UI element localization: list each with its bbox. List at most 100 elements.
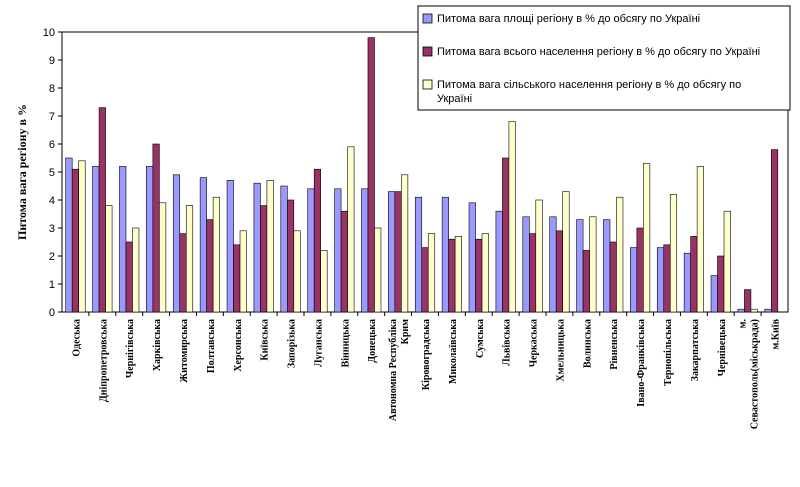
bar bbox=[522, 216, 530, 313]
bar bbox=[125, 241, 133, 313]
x-tick-label: Житомирська bbox=[179, 319, 190, 383]
x-tick-label: Одеська bbox=[71, 319, 82, 357]
bar bbox=[361, 188, 369, 313]
legend-swatch bbox=[422, 46, 433, 57]
bar bbox=[656, 247, 665, 313]
x-tick-label: Автономна Республіка bbox=[388, 319, 399, 421]
bar bbox=[535, 199, 543, 313]
bar bbox=[119, 166, 127, 313]
x-tick-label: м.Київ bbox=[771, 318, 782, 349]
bar bbox=[643, 163, 651, 313]
bar bbox=[367, 37, 375, 313]
bar bbox=[132, 227, 140, 313]
legend-box bbox=[417, 5, 791, 111]
bar bbox=[495, 210, 503, 313]
bar bbox=[414, 196, 423, 313]
legend-entry: Питома вага всього населення регіону в %… bbox=[437, 46, 760, 58]
x-tick-label: Чернігівська bbox=[125, 319, 136, 378]
bar bbox=[669, 194, 678, 313]
bar bbox=[737, 308, 745, 313]
bar bbox=[562, 191, 570, 313]
bar bbox=[771, 149, 779, 313]
legend-swatch bbox=[422, 79, 433, 90]
bar bbox=[603, 219, 611, 313]
bar bbox=[146, 166, 154, 313]
x-tick-label: Херсонська bbox=[233, 319, 244, 372]
bar bbox=[717, 255, 725, 313]
bar bbox=[179, 233, 187, 313]
y-tick-label: 0 bbox=[49, 307, 55, 319]
bar bbox=[293, 230, 301, 313]
y-tick-label: 1 bbox=[49, 279, 55, 291]
bar bbox=[750, 308, 758, 313]
x-tick-label: Сумська bbox=[475, 319, 486, 358]
bar bbox=[260, 205, 268, 313]
bar bbox=[159, 202, 167, 313]
bar bbox=[454, 236, 462, 313]
bar bbox=[696, 166, 704, 313]
bar bbox=[630, 247, 638, 313]
bar bbox=[206, 219, 214, 313]
x-tick-label: Кіровоградська bbox=[421, 319, 432, 390]
bar bbox=[388, 191, 396, 313]
y-tick-label: 3 bbox=[49, 223, 55, 235]
bar bbox=[98, 107, 106, 313]
x-tick-label: Донецька bbox=[367, 319, 378, 363]
x-tick-label: Хмельницька bbox=[555, 319, 566, 382]
bar bbox=[374, 227, 382, 313]
bar bbox=[212, 196, 220, 313]
x-tick-label: Запорізька bbox=[287, 319, 298, 368]
bar bbox=[65, 157, 73, 313]
bar bbox=[723, 210, 731, 313]
bar bbox=[508, 121, 516, 313]
bar bbox=[266, 180, 274, 313]
bar bbox=[502, 157, 510, 313]
bar bbox=[710, 275, 718, 313]
x-tick-label: Полтавська bbox=[206, 319, 217, 373]
bar bbox=[441, 196, 449, 313]
y-tick-label: 6 bbox=[49, 139, 55, 151]
bar bbox=[609, 241, 617, 313]
bar bbox=[71, 168, 79, 313]
bar bbox=[152, 143, 160, 313]
bar bbox=[427, 233, 436, 313]
bar bbox=[529, 233, 537, 313]
bar bbox=[401, 174, 409, 313]
bar bbox=[313, 168, 321, 313]
bar bbox=[475, 238, 483, 313]
y-tick-label: 8 bbox=[49, 83, 55, 95]
x-tick-label: Вінницька bbox=[340, 319, 351, 367]
bar bbox=[589, 216, 597, 313]
bar bbox=[394, 191, 402, 313]
bar bbox=[253, 182, 261, 313]
bar bbox=[448, 238, 456, 313]
bar bbox=[549, 216, 557, 313]
y-tick-label: 9 bbox=[49, 55, 55, 67]
bar bbox=[576, 219, 584, 313]
bar bbox=[172, 174, 181, 313]
bar bbox=[347, 146, 355, 313]
legend-swatch bbox=[422, 13, 433, 24]
bar bbox=[690, 236, 698, 313]
bar bbox=[105, 205, 113, 313]
bar bbox=[663, 244, 671, 313]
bar bbox=[683, 252, 691, 313]
legend: Питома вага площі регіону в % до обсягу … bbox=[417, 5, 791, 111]
bar bbox=[555, 230, 563, 313]
y-axis-label: Питома вага регіону в % bbox=[15, 104, 29, 240]
x-tick-label: Закарпатська bbox=[690, 319, 701, 381]
bar bbox=[582, 250, 590, 313]
bar bbox=[468, 202, 476, 313]
x-tick-label: Дніпропетровська bbox=[98, 319, 109, 402]
bar bbox=[92, 166, 100, 313]
bar bbox=[287, 199, 295, 313]
x-tick-label: Луганська bbox=[313, 319, 324, 367]
x-tick-label: Київська bbox=[260, 319, 271, 361]
bar bbox=[320, 250, 328, 313]
x-tick-label: Черкаська bbox=[529, 319, 540, 367]
legend-entry: Питома вага площі регіону в % до обсягу … bbox=[437, 13, 700, 25]
y-tick-label: 10 bbox=[43, 27, 55, 39]
x-tick-label: Харківська bbox=[152, 319, 163, 371]
bar bbox=[307, 188, 315, 313]
